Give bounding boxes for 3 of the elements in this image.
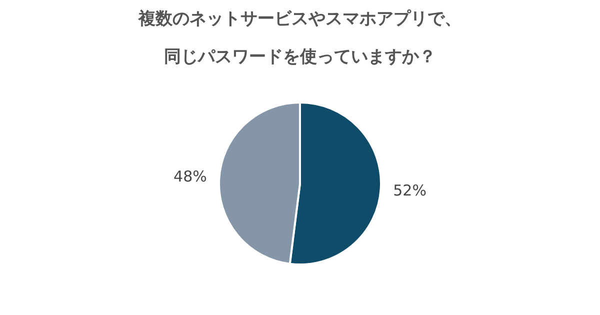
chart-title: 複数のネットサービスやスマホアプリで、同じパスワードを使っていますか？	[138, 9, 462, 67]
data-label: 48%	[174, 168, 207, 186]
data-label: 52%	[393, 181, 426, 200]
